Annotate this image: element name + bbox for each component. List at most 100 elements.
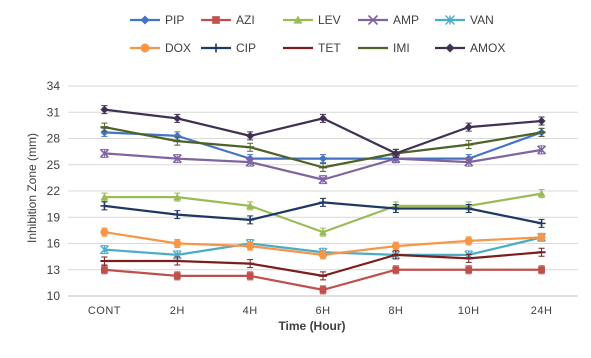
data-point (100, 201, 109, 210)
series-amp (99, 145, 547, 185)
data-point (173, 114, 182, 123)
legend-label: TET (318, 41, 341, 55)
data-point (173, 210, 182, 219)
x-tick-label: 8H (388, 305, 403, 317)
data-point (173, 193, 182, 201)
data-point (391, 242, 400, 251)
data-point (211, 43, 221, 53)
data-point (319, 228, 327, 236)
legend-label: AMOX (470, 41, 505, 55)
data-point (212, 16, 220, 24)
data-point (445, 43, 455, 53)
data-point (319, 250, 327, 259)
legend-item-cip: CIP (201, 41, 256, 55)
data-point (100, 193, 109, 201)
legend-item-lev: LEV (283, 13, 341, 27)
y-tick-label: 19 (47, 210, 61, 224)
data-point (319, 198, 327, 207)
data-point (537, 117, 546, 125)
series-azi (101, 265, 545, 295)
data-point (99, 148, 109, 158)
data-point (538, 266, 545, 274)
legend-label: IMI (393, 41, 410, 55)
data-point (537, 145, 547, 155)
data-point (173, 272, 181, 280)
data-point (391, 204, 400, 213)
y-tick-label: 25 (47, 158, 61, 172)
legend-item-tet: TET (283, 41, 341, 55)
legend-label: AZI (236, 13, 255, 27)
x-tick-label: CONT (88, 305, 121, 317)
x-tick-label: 2H (170, 305, 185, 317)
series (99, 105, 547, 295)
data-point (246, 201, 255, 210)
data-point (392, 266, 400, 274)
data-point (173, 131, 182, 140)
data-point (245, 157, 255, 167)
legend: PIP AZI LEV AMP VAN DOX CIP TET IMI AMOX (130, 13, 505, 55)
data-point (537, 219, 546, 228)
data-point (99, 245, 109, 255)
legend-item-dox: DOX (130, 41, 191, 55)
axes: 10 13 16 19 22 25 28 31 34 CONT 2H 4H 6H 8H 10H 24H (47, 79, 578, 317)
data-point (318, 175, 328, 185)
data-point (101, 266, 108, 274)
data-point (140, 15, 150, 25)
data-point (464, 236, 473, 245)
legend-item-amox: AMOX (435, 41, 505, 55)
data-point (367, 14, 379, 26)
y-tick-label: 10 (47, 289, 61, 303)
legend-item-amp: AMP (358, 13, 419, 27)
data-point (173, 239, 182, 248)
data-point (100, 128, 109, 137)
data-point (391, 154, 401, 164)
data-point (246, 215, 255, 224)
y-tick-label: 28 (47, 132, 61, 146)
x-tick-label: 6H (315, 305, 330, 317)
y-tick-label: 34 (47, 79, 61, 93)
x-tick-label: 10H (458, 305, 480, 317)
y-tick-label: 16 (47, 237, 61, 251)
legend-item-pip: PIP (130, 13, 184, 27)
legend-label: VAN (470, 13, 494, 27)
data-point (464, 123, 473, 132)
data-point (465, 266, 473, 274)
data-point (100, 228, 109, 237)
x-tick-label: 4H (243, 305, 258, 317)
data-point (319, 154, 327, 163)
y-tick-label: 13 (47, 263, 61, 277)
series-tet (100, 247, 546, 281)
data-point (319, 114, 327, 123)
data-point (464, 157, 474, 167)
data-point (293, 15, 303, 24)
legend-label: LEV (318, 13, 341, 27)
legend-item-van: VAN (435, 13, 494, 27)
series-amox (100, 105, 546, 158)
series-imi (100, 122, 546, 172)
data-point (140, 43, 150, 53)
data-point (246, 242, 255, 251)
x-tick-label: 24H (531, 305, 553, 317)
legend-label: DOX (165, 41, 191, 55)
data-point (537, 189, 546, 197)
data-point (464, 204, 473, 213)
y-axis-label: Inhibition Zone (mm) (25, 133, 39, 243)
legend-label: AMP (393, 13, 419, 27)
data-point (391, 149, 400, 158)
y-tick-label: 31 (47, 105, 61, 119)
data-point (445, 15, 455, 25)
data-point (246, 272, 254, 280)
data-point (246, 131, 255, 140)
data-point (319, 286, 327, 294)
legend-item-azi: AZI (201, 13, 255, 27)
y-tick-label: 22 (47, 184, 61, 198)
data-point (100, 105, 109, 114)
series-cip (100, 197, 546, 228)
data-point (172, 154, 182, 164)
data-point (537, 233, 546, 242)
legend-label: CIP (236, 41, 256, 55)
legend-label: PIP (165, 13, 184, 27)
legend-item-imi: IMI (358, 41, 410, 55)
